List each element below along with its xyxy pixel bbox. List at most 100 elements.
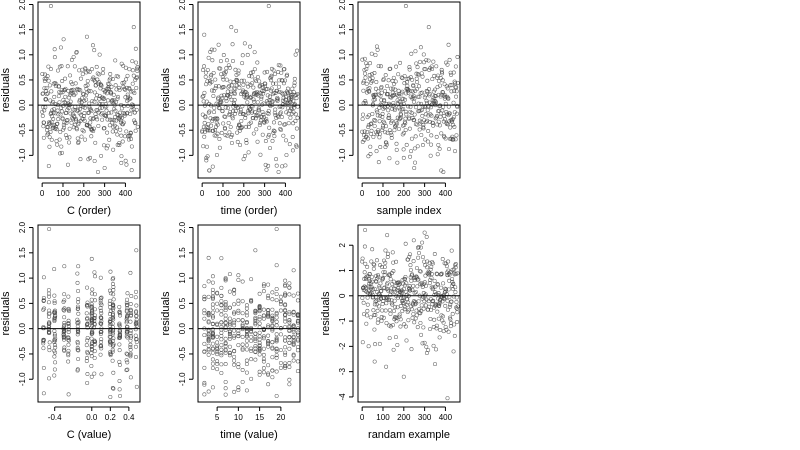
scatter-point (98, 315, 103, 320)
scatter-point (252, 67, 257, 72)
scatter-point (413, 289, 418, 294)
scatter-point (376, 64, 381, 69)
scatter-point (113, 114, 117, 119)
scatter-point (283, 78, 287, 83)
scatter-point (274, 298, 279, 303)
scatter-point (283, 338, 288, 343)
scatter-point (383, 260, 388, 265)
scatter-point (370, 79, 375, 84)
scatter-point (41, 391, 46, 396)
scatter-point (418, 320, 423, 325)
scatter-point (295, 359, 300, 364)
scatter-point (229, 134, 234, 139)
scatter-point (82, 105, 87, 110)
scatter-point (89, 336, 94, 341)
scatter-point (56, 84, 61, 89)
scatter-point (121, 63, 126, 68)
scatter-point (223, 320, 228, 325)
scatter-point (413, 302, 418, 307)
scatter-point (210, 118, 215, 123)
scatter-point (362, 56, 367, 61)
scatter-point (294, 96, 299, 101)
scatter-point (407, 65, 412, 70)
scatter-point (52, 310, 57, 315)
scatter-point (428, 267, 433, 272)
scatter-point (232, 335, 237, 340)
scatter-point (257, 317, 262, 322)
scatter-point (90, 321, 95, 326)
plot-frame (197, 224, 301, 403)
scatter-point (403, 274, 408, 279)
scatter-point (274, 332, 279, 337)
scatter-point (68, 99, 73, 104)
scatter-point (264, 117, 269, 122)
x-tick-label: 0.2 (105, 413, 117, 422)
scatter-point (205, 67, 210, 72)
scatter-point (104, 113, 109, 118)
scatter-point (363, 99, 368, 104)
scatter-point (438, 83, 442, 88)
scatter-point (99, 308, 103, 313)
scatter-point (396, 93, 401, 98)
scatter-point (455, 310, 460, 315)
scatter-point (119, 160, 124, 165)
scatter-point (89, 109, 94, 114)
scatter-point (213, 128, 218, 133)
scatter-point (271, 128, 276, 133)
scatter-point (270, 297, 275, 302)
scatter-point (440, 90, 445, 95)
scatter-point (283, 335, 288, 340)
scatter-point (249, 70, 254, 75)
y-tick-label: 1.0 (338, 49, 347, 61)
scatter-point (96, 110, 101, 115)
scatter-point (262, 81, 267, 86)
scatter-point (387, 115, 392, 120)
scatter-point (89, 304, 94, 309)
scatter-point (270, 368, 275, 373)
scatter-point (411, 238, 416, 243)
y-tick-label: -0.5 (178, 123, 187, 137)
scatter-point (244, 362, 249, 366)
scatter-point (434, 134, 439, 139)
scatter-point (286, 121, 291, 126)
scatter-point (227, 344, 232, 349)
scatter-point (89, 346, 94, 351)
scatter-point (248, 95, 253, 100)
scatter-point (366, 89, 371, 93)
y-tick-label: -0.5 (18, 123, 27, 137)
scatter-point (426, 299, 431, 304)
scatter-point (404, 338, 409, 343)
scatter-point (293, 112, 298, 117)
scatter-point (66, 342, 71, 347)
scatter-point (53, 343, 57, 347)
scatter-point (66, 321, 71, 326)
scatter-point (213, 77, 218, 82)
scatter-point (265, 69, 270, 74)
scatter-point (76, 306, 80, 311)
scatter-point (291, 309, 296, 314)
scatter-point (244, 93, 249, 98)
scatter-point (257, 108, 261, 113)
scatter-point (240, 342, 245, 347)
scatter-point (390, 323, 395, 328)
scatter-point (61, 103, 65, 108)
scatter-point (99, 83, 104, 88)
scatter-point (258, 152, 263, 157)
scatter-point (106, 87, 111, 92)
scatter-point (428, 112, 433, 117)
scatter-point (223, 303, 228, 308)
scatter-point (435, 73, 440, 78)
scatter-point (269, 86, 274, 91)
scatter-point (128, 330, 133, 335)
scatter-point (447, 111, 452, 116)
scatter-point (363, 71, 368, 76)
scatter-point (455, 271, 460, 276)
scatter-point (109, 110, 114, 115)
scatter-point (434, 114, 439, 118)
scatter-point (431, 298, 436, 303)
scatter-point (368, 152, 373, 156)
scatter-point (215, 131, 220, 136)
scatter-point (234, 28, 239, 33)
